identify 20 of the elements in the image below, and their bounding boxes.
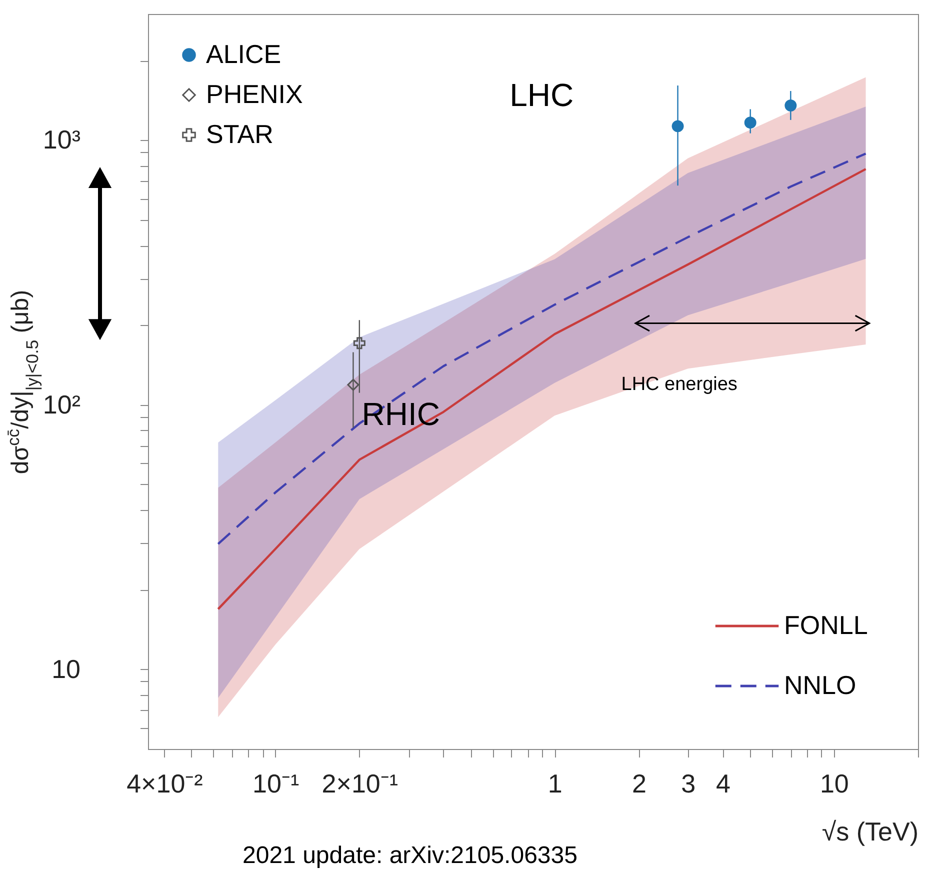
- text: 2021 update: arXiv:2105.06335: [242, 842, 578, 870]
- x-axis-title: √s (TeV): [822, 816, 918, 846]
- annotation: LHC energies: [621, 374, 738, 396]
- x-tick-label: 10: [820, 768, 849, 798]
- y-tick-label: 10: [52, 654, 80, 684]
- legend-label: FONLL: [784, 610, 868, 640]
- legend-label: STAR: [206, 119, 274, 149]
- x-tick-label: 10⁻¹: [252, 768, 300, 798]
- x-tick-label: 1: [548, 768, 562, 798]
- x-tick-label: 3: [681, 768, 696, 798]
- x-tick-label: 2: [632, 768, 646, 798]
- annotation: LHC: [510, 77, 574, 114]
- y-tick-label: 10³: [42, 124, 81, 155]
- legend-label: PHENIX: [206, 79, 303, 109]
- legend-label: NNLO: [784, 670, 856, 700]
- x-tick-label: 2×10⁻¹: [322, 768, 398, 798]
- x-tick-label: 4: [716, 768, 731, 798]
- y-tick-label: 10²: [42, 389, 81, 420]
- x-tick-label: 4×10⁻²: [126, 768, 204, 798]
- legend-label: ALICE: [206, 39, 282, 69]
